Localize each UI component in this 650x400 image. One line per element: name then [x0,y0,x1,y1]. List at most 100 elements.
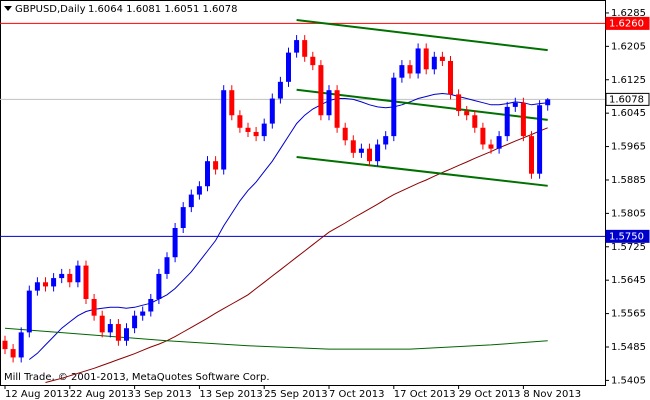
candle-body [115,324,121,341]
level-label: 1.6260 [609,18,644,29]
candle-body [520,102,526,137]
y-tick-label: 1.5805 [611,208,646,219]
level-box [605,16,650,30]
candle-body [99,315,105,333]
x-tick-label: 13 Sep 2013 [199,389,262,400]
candle-body [464,111,470,116]
candle-body [277,81,283,99]
candle-body [180,207,186,228]
candle-body [237,115,243,128]
candle-body [383,136,389,145]
x-tick-label: 17 Oct 2013 [394,389,456,400]
candle-body [326,90,332,116]
trendline [296,156,548,187]
moving-average [4,327,548,350]
candle-body [310,56,316,66]
candle-body [2,340,8,350]
candle-body [472,115,478,128]
candle-body [140,311,146,316]
candle-body [148,298,154,312]
candle-body [107,324,113,333]
candle-body [172,227,178,258]
y-tick-label: 1.6285 [611,8,646,19]
candle-body [342,127,348,141]
trendline [296,19,548,52]
candle-body [34,282,40,291]
candle-body [132,315,138,329]
candle-body [439,56,445,61]
candle-body [156,273,162,299]
candle-body [407,65,413,74]
candle-body [59,273,65,279]
x-tick-label: 22 Aug 2013 [70,389,134,400]
candle-body [205,161,210,187]
candle-body [75,265,81,283]
y-tick-label: 1.5965 [611,142,646,153]
candle-body [229,90,235,116]
candle-body [480,127,486,145]
candle-body [512,102,518,107]
plot-frame [0,0,606,386]
candle-body [448,60,453,95]
candle-body [213,161,219,170]
candle-body [51,278,57,287]
y-tick-label: 1.5885 [611,175,646,186]
candle-body [294,40,300,53]
candle-body [431,56,437,70]
candle-body [196,186,202,195]
chart-quote: 1.6064 1.6081 1.6051 1.6078 [88,4,238,15]
candle-body [399,65,405,78]
candle-body [545,99,551,106]
candle-body [245,127,251,132]
candle-body [26,290,32,333]
candle-body [529,136,534,174]
candle-body [164,257,170,274]
y-tick-label: 1.5485 [611,342,646,353]
candle-body [423,48,429,70]
x-tick-label: 29 Oct 2013 [459,389,521,400]
menu-triangle [4,6,12,11]
candle-body [221,90,227,170]
candle-body [504,106,510,137]
candle-body [83,265,89,299]
y-tick-label: 1.5725 [611,242,646,253]
level-box [605,229,650,243]
candle-body [456,94,462,112]
footer: Mill Trade, © 2001-2013, MetaQuotes Soft… [4,372,270,383]
candle-body [350,140,356,153]
candle-body [124,328,129,341]
candle-body [415,48,421,74]
y-tick-label: 1.5645 [611,275,646,286]
candle-body [496,136,502,149]
y-tick-label: 1.5405 [611,375,646,386]
level-label: 1.6078 [609,94,644,105]
y-tick-label: 1.5565 [611,309,646,320]
x-tick-label: 3 Sep 2013 [135,389,192,400]
y-tick-label: 1.6125 [611,75,646,86]
x-tick-label: 8 Nov 2013 [523,389,581,400]
candle-body [67,273,73,283]
y-tick-label: 1.6045 [611,108,646,119]
moving-average [45,127,548,383]
candle-body [269,98,275,124]
level-box [605,92,650,106]
candle-body [188,194,194,208]
moving-average [28,92,548,360]
candle-body [18,332,24,358]
candle-body [488,144,494,149]
candle-body [302,40,308,57]
candle-body [261,123,267,137]
candle-body [43,282,48,287]
candle-body [391,77,397,137]
candle-body [367,148,372,162]
candle-body [286,52,291,82]
x-tick-label: 12 Aug 2013 [5,389,69,400]
candle-body [375,144,381,162]
chart-title: GBPUSD,Daily [15,4,86,15]
candle-body [318,65,324,116]
level-label: 1.5750 [609,231,644,242]
x-tick-label: 7 Oct 2013 [329,389,384,400]
candle-body [253,131,259,137]
